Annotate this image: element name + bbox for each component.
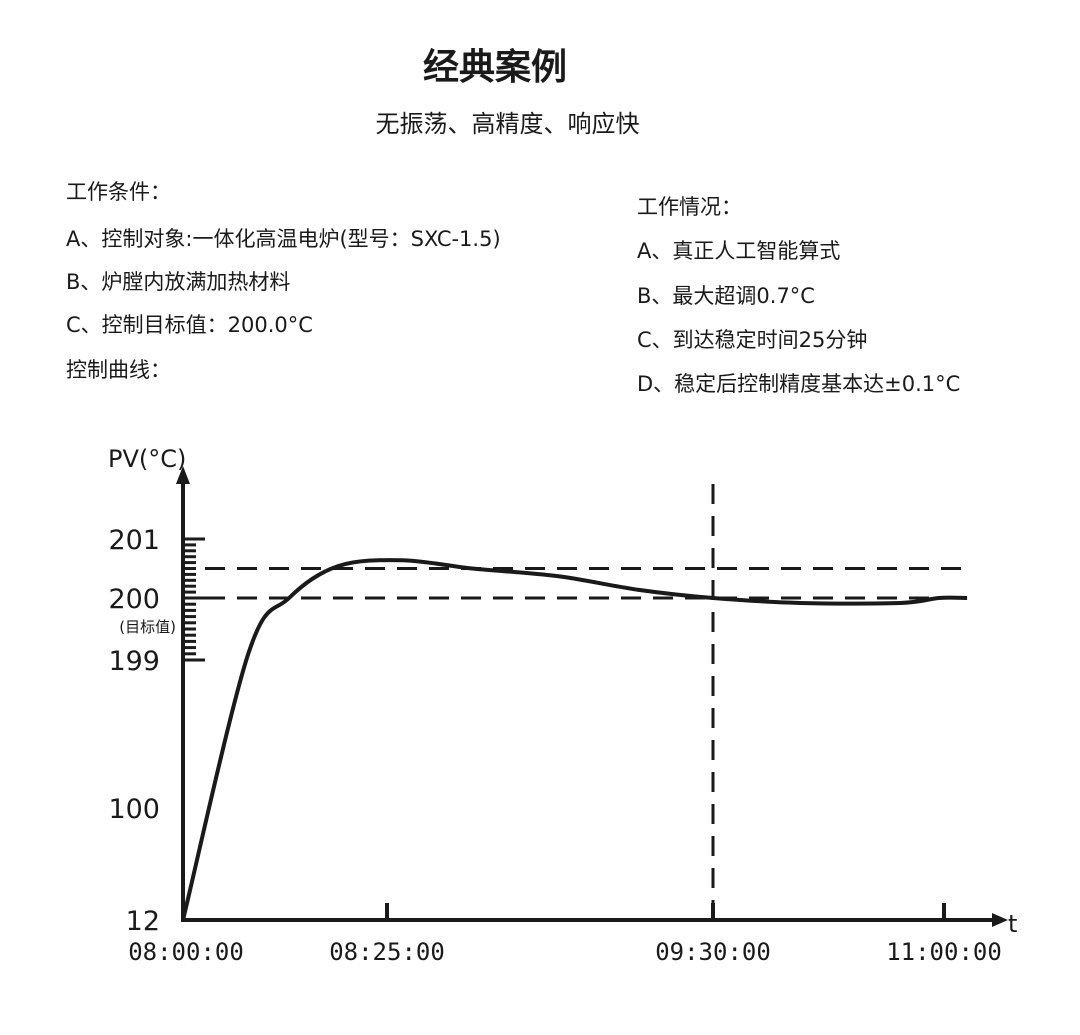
status-heading: 工作情况： [637,195,742,219]
status-item: C、到达稳定时间25分钟 [637,328,868,352]
status-item: A、真正人工智能算式 [637,239,841,263]
page-title: 经典案例 [422,47,567,88]
x-tick-label: 08:25:00 [329,938,445,966]
x-tick-label: 11:00:00 [886,938,1002,966]
y-tick-label: 12 [126,906,160,937]
y-tick-label: 100 [108,794,160,825]
y-axis-arrow-icon [176,466,190,484]
condition-item: A、控制对象:一体化高温电炉(型号：SXC-1.5) [66,227,501,251]
status-item: B、最大超调0.7°C [637,284,815,308]
y-tick-label: 200 [108,584,160,615]
x-axis-arrow-icon [992,913,1008,927]
status-item: D、稳定后控制精度基本达±0.1°C [637,372,961,396]
x-tick-label: 08:00:00 [128,938,244,966]
condition-item: B、炉膛内放满加热材料 [66,270,291,294]
page-subtitle: 无振荡、高精度、响应快 [375,110,640,138]
condition-item: C、控制目标值：200.0°C [66,313,313,337]
y-tick-label: 199 [108,646,160,677]
y-tick-label: 201 [108,525,160,556]
pv-curve [181,558,968,921]
conditions-heading: 工作条件： [66,180,171,204]
y-axis-label: PV(°C) [108,445,186,473]
curve-heading: 控制曲线： [66,358,171,382]
x-tick-label: 09:30:00 [655,938,771,966]
y-tick-sublabel: (目标值) [119,618,176,636]
x-axis-label: t [1008,910,1017,938]
